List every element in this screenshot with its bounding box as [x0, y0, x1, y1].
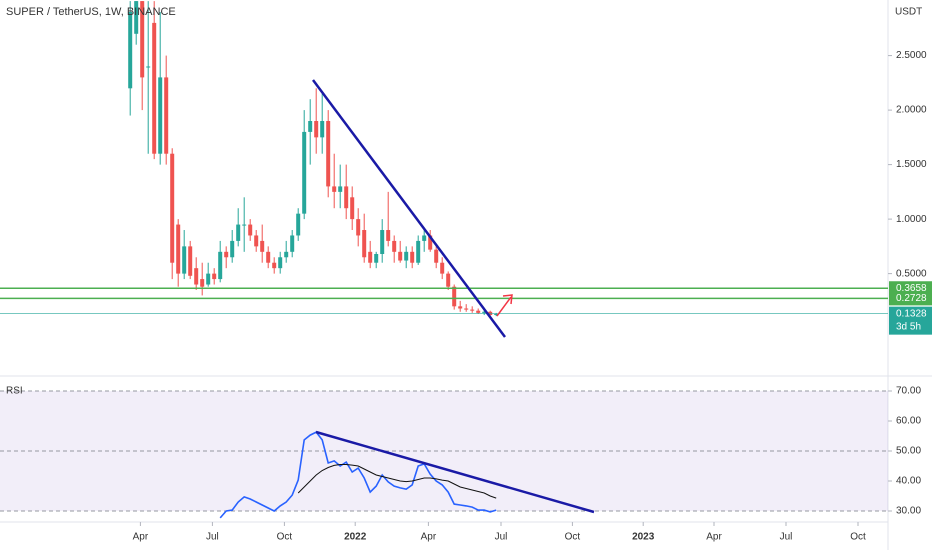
candle-body	[152, 22, 157, 154]
candle-body	[398, 251, 403, 261]
countdown: 3d 5h	[896, 321, 921, 332]
x-tick-label: 2022	[344, 532, 367, 543]
x-tick-label: Oct	[850, 532, 866, 543]
candle-body	[326, 121, 331, 187]
x-tick-label: Apr	[421, 532, 437, 543]
candle-body	[452, 286, 457, 307]
candle-body	[212, 273, 217, 280]
candle-body	[302, 131, 307, 214]
candle-body	[266, 251, 271, 263]
candle-body	[374, 253, 379, 263]
candle-body	[278, 257, 283, 269]
x-tick-label: Apr	[133, 532, 149, 543]
candle-body	[410, 251, 415, 263]
y-tick-label: 50.00	[896, 446, 921, 457]
candle-body	[344, 186, 349, 209]
candle-body	[476, 310, 481, 313]
y-tick-label: 70.00	[896, 386, 921, 397]
trendline	[311, 79, 507, 338]
candle-body	[350, 197, 355, 220]
candle-body	[368, 251, 373, 263]
candle-body	[188, 246, 193, 276]
y-tick-label: 40.00	[896, 476, 921, 487]
candle-body	[338, 186, 343, 192]
candle-body	[242, 224, 247, 226]
candle-body	[308, 121, 313, 132]
price-tag-label: 0.3658	[896, 283, 927, 294]
rsi-trendline	[315, 430, 595, 514]
y-tick-label: 0.5000	[896, 268, 927, 279]
arrow	[496, 294, 513, 317]
y-tick-label: 2.5000	[896, 50, 927, 61]
candle-body	[470, 309, 475, 311]
candle-body	[446, 273, 451, 287]
candle-body	[332, 186, 337, 192]
candle-body	[440, 262, 445, 274]
candle-body	[434, 249, 439, 263]
candle-body	[380, 230, 385, 254]
candle-body	[158, 77, 163, 154]
x-tick-label: Jul	[780, 532, 793, 543]
candle-body	[386, 230, 391, 241]
candle-body	[194, 268, 199, 285]
candle-body	[284, 251, 289, 258]
candle-body	[314, 121, 319, 138]
candle-body	[140, 1, 145, 78]
x-tick-label: Oct	[565, 532, 581, 543]
candle-body	[206, 273, 211, 285]
candle-body	[224, 251, 229, 258]
candle-body	[176, 224, 181, 274]
candle-body	[230, 240, 235, 258]
candle-body	[494, 313, 499, 316]
candle-body	[482, 311, 487, 313]
candle-body	[170, 153, 175, 263]
price-tag	[889, 306, 932, 335]
y-tick-label: 60.00	[896, 416, 921, 427]
candle-body	[428, 235, 433, 250]
axis-unit: USDT	[895, 7, 922, 18]
x-tick-label: Oct	[277, 532, 293, 543]
x-tick-label: Jul	[495, 532, 508, 543]
candle-body	[272, 262, 277, 269]
x-tick-label: Jul	[206, 532, 219, 543]
candle-body	[182, 246, 187, 274]
chart-title: SUPER / TetherUS, 1W, BINANCE	[6, 6, 176, 18]
candle-body	[290, 235, 295, 252]
rsi-line	[297, 464, 497, 499]
candle-body	[404, 251, 409, 261]
candle-body	[320, 121, 325, 138]
indicator-title: RSI	[6, 386, 23, 397]
candle-body	[260, 240, 265, 252]
candle-body	[296, 213, 301, 236]
candle-body	[164, 77, 169, 154]
candle-body	[254, 235, 259, 247]
price-tag-label: 0.2728	[896, 293, 927, 304]
y-tick-label: 1.0000	[896, 214, 927, 225]
x-tick-label: 2023	[632, 532, 655, 543]
candle-body	[134, 1, 139, 34]
candle-body	[362, 230, 367, 258]
rsi-line	[219, 431, 497, 519]
candle-body	[422, 235, 427, 241]
candle-body	[200, 279, 205, 287]
y-tick-label: 2.0000	[896, 105, 927, 116]
candle-body	[146, 66, 151, 68]
candle-body	[248, 224, 253, 236]
candle-body	[218, 251, 223, 280]
candle-body	[464, 308, 469, 310]
price-tag-label: 0.1328	[896, 308, 927, 319]
candle-body	[236, 224, 241, 241]
candle-body	[392, 240, 397, 252]
candle-body	[128, 11, 133, 89]
y-tick-label: 30.00	[896, 506, 921, 517]
y-tick-label: 1.5000	[896, 159, 927, 170]
price-tag	[889, 291, 932, 306]
candle-body	[356, 219, 361, 236]
candle-body	[458, 306, 463, 309]
candle-body	[416, 240, 421, 263]
x-tick-label: Apr	[706, 532, 722, 543]
